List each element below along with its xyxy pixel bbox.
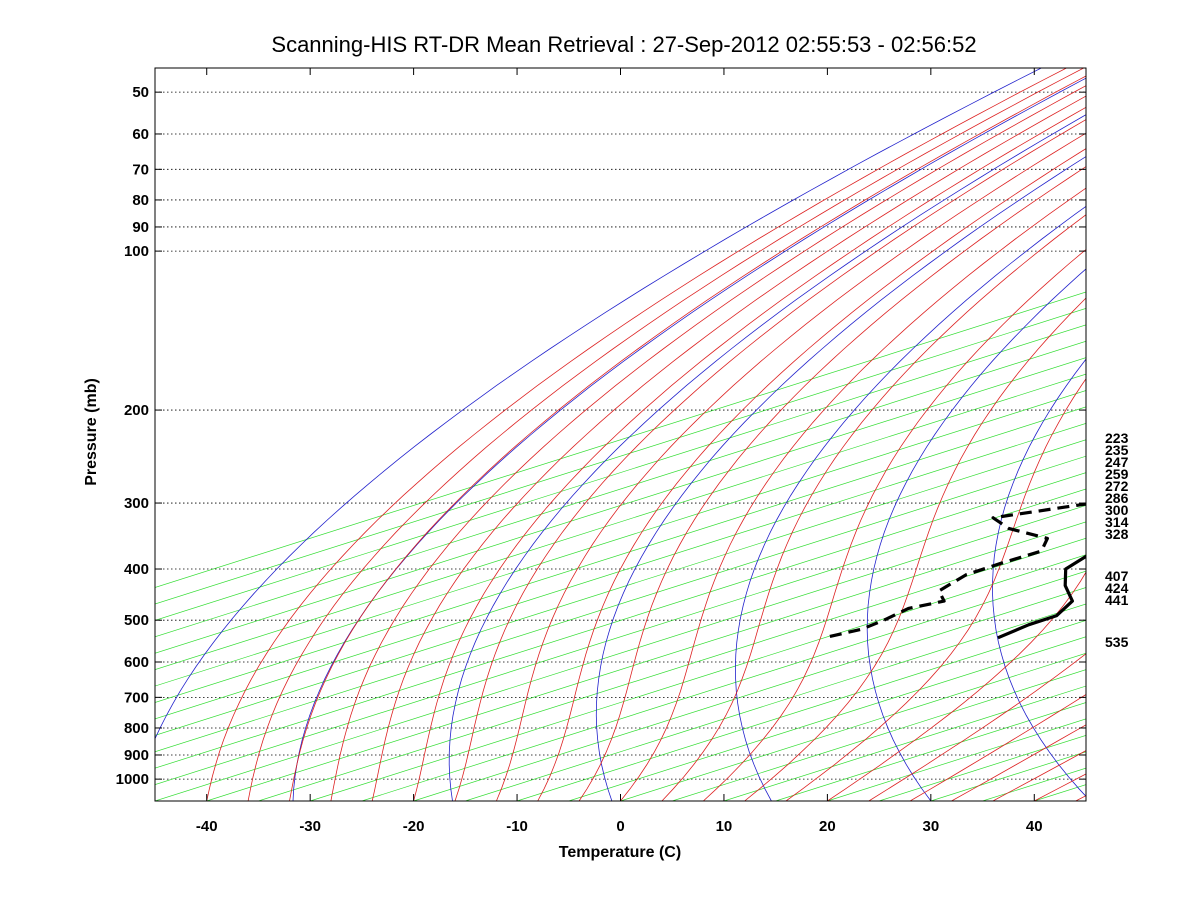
y-tick-label: 1000 bbox=[116, 771, 149, 788]
sounding-series bbox=[823, 502, 1086, 640]
y-tick-label: 600 bbox=[124, 654, 149, 671]
y-tick-label: 500 bbox=[124, 612, 149, 629]
isotherm-line bbox=[155, 324, 1086, 621]
isotherm-line bbox=[413, 587, 1086, 801]
moist-adiabat-line bbox=[289, 75, 1086, 801]
x-axis: -40 -30 -20 -10 0 10 20 30 40 bbox=[196, 68, 1043, 835]
isotherm-line bbox=[155, 373, 1086, 671]
y-tick-label: 80 bbox=[132, 192, 149, 209]
x-tick-label: -30 bbox=[299, 818, 321, 835]
x-tick-label: -20 bbox=[403, 818, 425, 835]
isotherm-line bbox=[568, 636, 1086, 801]
moist-adiabat-line bbox=[785, 378, 1086, 801]
y-tick-label: 900 bbox=[124, 747, 149, 764]
right-level-label: 441 bbox=[1105, 592, 1129, 608]
y-tick-label: 100 bbox=[124, 243, 149, 260]
isotherm-line bbox=[155, 390, 1086, 687]
right-level-label: 328 bbox=[1105, 526, 1129, 542]
isotherm-line bbox=[258, 537, 1086, 801]
moist-adiabat-line bbox=[330, 85, 1086, 801]
isotherm-line bbox=[155, 406, 1086, 703]
dry-adiabat-line bbox=[292, 77, 1086, 801]
x-tick-label: 0 bbox=[616, 818, 624, 835]
isotherm-line bbox=[155, 340, 1086, 638]
moist-adiabat-line bbox=[868, 653, 1086, 801]
y-tick-label: 90 bbox=[132, 219, 149, 236]
plot-area bbox=[155, 68, 1086, 801]
moist-adiabat-line bbox=[454, 119, 1086, 801]
moist-adiabat-line bbox=[206, 68, 1067, 801]
dry-adiabat-line bbox=[992, 358, 1086, 797]
x-axis-label: Temperature (C) bbox=[559, 844, 681, 861]
isotherm-line bbox=[155, 455, 1086, 753]
isotherm-line bbox=[620, 652, 1086, 801]
isotherm-line bbox=[516, 620, 1086, 801]
chart-title: Scanning-HIS RT-DR Mean Retrieval : 27-S… bbox=[271, 32, 976, 57]
right-level-label: 235 bbox=[1105, 442, 1129, 458]
background-thermo-lines bbox=[155, 68, 1086, 801]
dry-adiabat-line bbox=[155, 68, 1042, 740]
right-level-label: 272 bbox=[1105, 478, 1129, 494]
isotherm-line bbox=[465, 603, 1086, 801]
x-tick-label: -10 bbox=[506, 818, 528, 835]
x-tick-label: 20 bbox=[819, 818, 836, 835]
isotherm-line bbox=[155, 291, 1086, 588]
y-axis: 50 60 70 80 90 100 200 300 400 500 600 700 800 900 100… bbox=[116, 84, 1086, 788]
right-level-label: 259 bbox=[1105, 466, 1129, 482]
right-level-label: 223 bbox=[1105, 430, 1129, 446]
isotherm-line bbox=[155, 357, 1086, 654]
moist-adiabat-line bbox=[744, 297, 1086, 801]
isotherm-line bbox=[155, 488, 1086, 785]
right-level-label: 424 bbox=[1105, 580, 1129, 596]
right-level-label: 286 bbox=[1105, 490, 1129, 506]
right-level-label: 300 bbox=[1105, 502, 1129, 518]
isotherm-line bbox=[206, 521, 1086, 801]
moist-adiabat-line bbox=[371, 95, 1086, 801]
isotherm-line bbox=[672, 669, 1086, 801]
moist-adiabat-line bbox=[413, 106, 1086, 801]
isotherm-line bbox=[155, 422, 1086, 720]
right-level-label: 535 bbox=[1105, 634, 1129, 650]
y-tick-label: 70 bbox=[132, 161, 149, 178]
y-tick-label: 60 bbox=[132, 126, 149, 143]
right-level-label: 247 bbox=[1105, 454, 1129, 470]
y-tick-label: 300 bbox=[124, 495, 149, 512]
moist-adiabat-line bbox=[827, 571, 1086, 801]
x-tick-label: 10 bbox=[716, 818, 733, 835]
x-tick-label: 40 bbox=[1026, 818, 1043, 835]
y-tick-label: 700 bbox=[124, 689, 149, 706]
isotherm-line bbox=[155, 505, 1086, 801]
x-tick-label: 30 bbox=[922, 818, 939, 835]
right-level-label: 314 bbox=[1105, 514, 1129, 530]
y-tick-label: 400 bbox=[124, 561, 149, 578]
isotherm-line bbox=[361, 570, 1086, 801]
moist-adiabat-line bbox=[496, 132, 1086, 801]
isotherm-line bbox=[155, 439, 1086, 736]
y-tick-label: 800 bbox=[124, 720, 149, 737]
isotherm-line bbox=[310, 554, 1086, 801]
dry-adiabat-line bbox=[448, 114, 1086, 801]
x-tick-label: -40 bbox=[196, 818, 218, 835]
moist-adiabat-line bbox=[247, 68, 1084, 801]
right-level-label: 407 bbox=[1105, 568, 1129, 584]
dry-adiabat-line bbox=[866, 268, 1086, 801]
y-tick-label: 200 bbox=[124, 402, 149, 419]
y-axis-label: Pressure (mb) bbox=[83, 378, 100, 486]
moist-adiabat-line bbox=[703, 248, 1086, 801]
y-tick-label: 50 bbox=[132, 84, 149, 101]
moist-adiabat-line bbox=[620, 187, 1086, 801]
dry-adiabat-line bbox=[595, 156, 1086, 801]
moist-adiabat-line bbox=[578, 166, 1086, 801]
isotherm-line bbox=[155, 472, 1086, 769]
dry-adiabat-line bbox=[734, 205, 1086, 801]
moist-adiabat-line bbox=[537, 148, 1086, 801]
isotherm-line bbox=[155, 308, 1086, 605]
moist-adiabat-line bbox=[661, 214, 1086, 801]
